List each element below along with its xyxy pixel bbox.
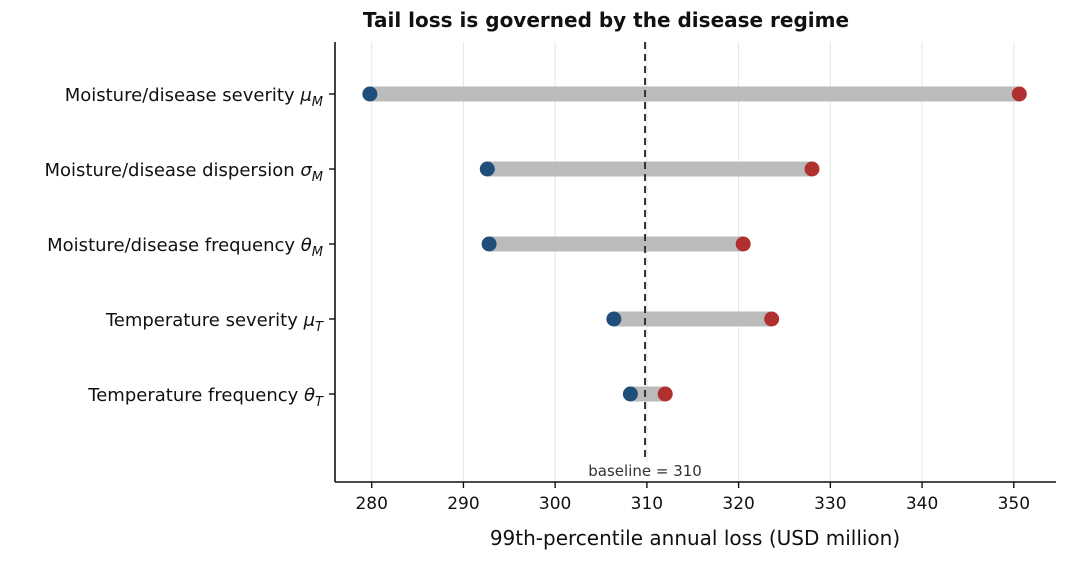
low-point xyxy=(622,386,638,402)
high-point xyxy=(764,311,780,327)
x-tick-label: 290 xyxy=(447,494,479,514)
point-layer xyxy=(362,86,1027,402)
x-tick-label: 280 xyxy=(355,494,387,514)
axis-layer xyxy=(334,42,1056,483)
high-point xyxy=(1011,86,1027,102)
x-tick-layer: 280 290 300 310 320 330 340 350 xyxy=(355,482,1030,514)
baseline-label-background xyxy=(585,461,705,481)
low-point xyxy=(362,86,378,102)
low-point xyxy=(481,236,497,252)
y-tick-label: Temperature frequency θT xyxy=(87,385,324,410)
y-tick-layer: Moisture/disease severity μM Moisture/dis… xyxy=(45,85,335,410)
y-tick-label: Moisture/disease frequency θM xyxy=(47,235,323,260)
x-tick-label: 320 xyxy=(722,494,754,514)
x-axis-label: 99th-percentile annual loss (USD million… xyxy=(490,526,900,550)
baseline-label: baseline = 310 xyxy=(588,462,702,480)
y-tick-label: Moisture/disease severity μM xyxy=(65,85,323,110)
x-tick-label: 350 xyxy=(998,494,1030,514)
grid-layer xyxy=(371,42,1015,482)
high-point xyxy=(804,161,820,177)
x-tick-label: 310 xyxy=(631,494,663,514)
high-point xyxy=(657,386,673,402)
chart-title: Tail loss is governed by the disease reg… xyxy=(363,8,849,32)
x-tick-label: 300 xyxy=(539,494,571,514)
baseline-layer: baseline = 310 xyxy=(585,42,705,482)
x-tick-label: 330 xyxy=(814,494,846,514)
low-point xyxy=(606,311,622,327)
low-point xyxy=(479,161,495,177)
x-tick-label: 340 xyxy=(906,494,938,514)
high-point xyxy=(735,236,751,252)
y-tick-label: Temperature severity μT xyxy=(105,310,324,335)
y-tick-label: Moisture/disease dispersion σM xyxy=(45,160,323,185)
